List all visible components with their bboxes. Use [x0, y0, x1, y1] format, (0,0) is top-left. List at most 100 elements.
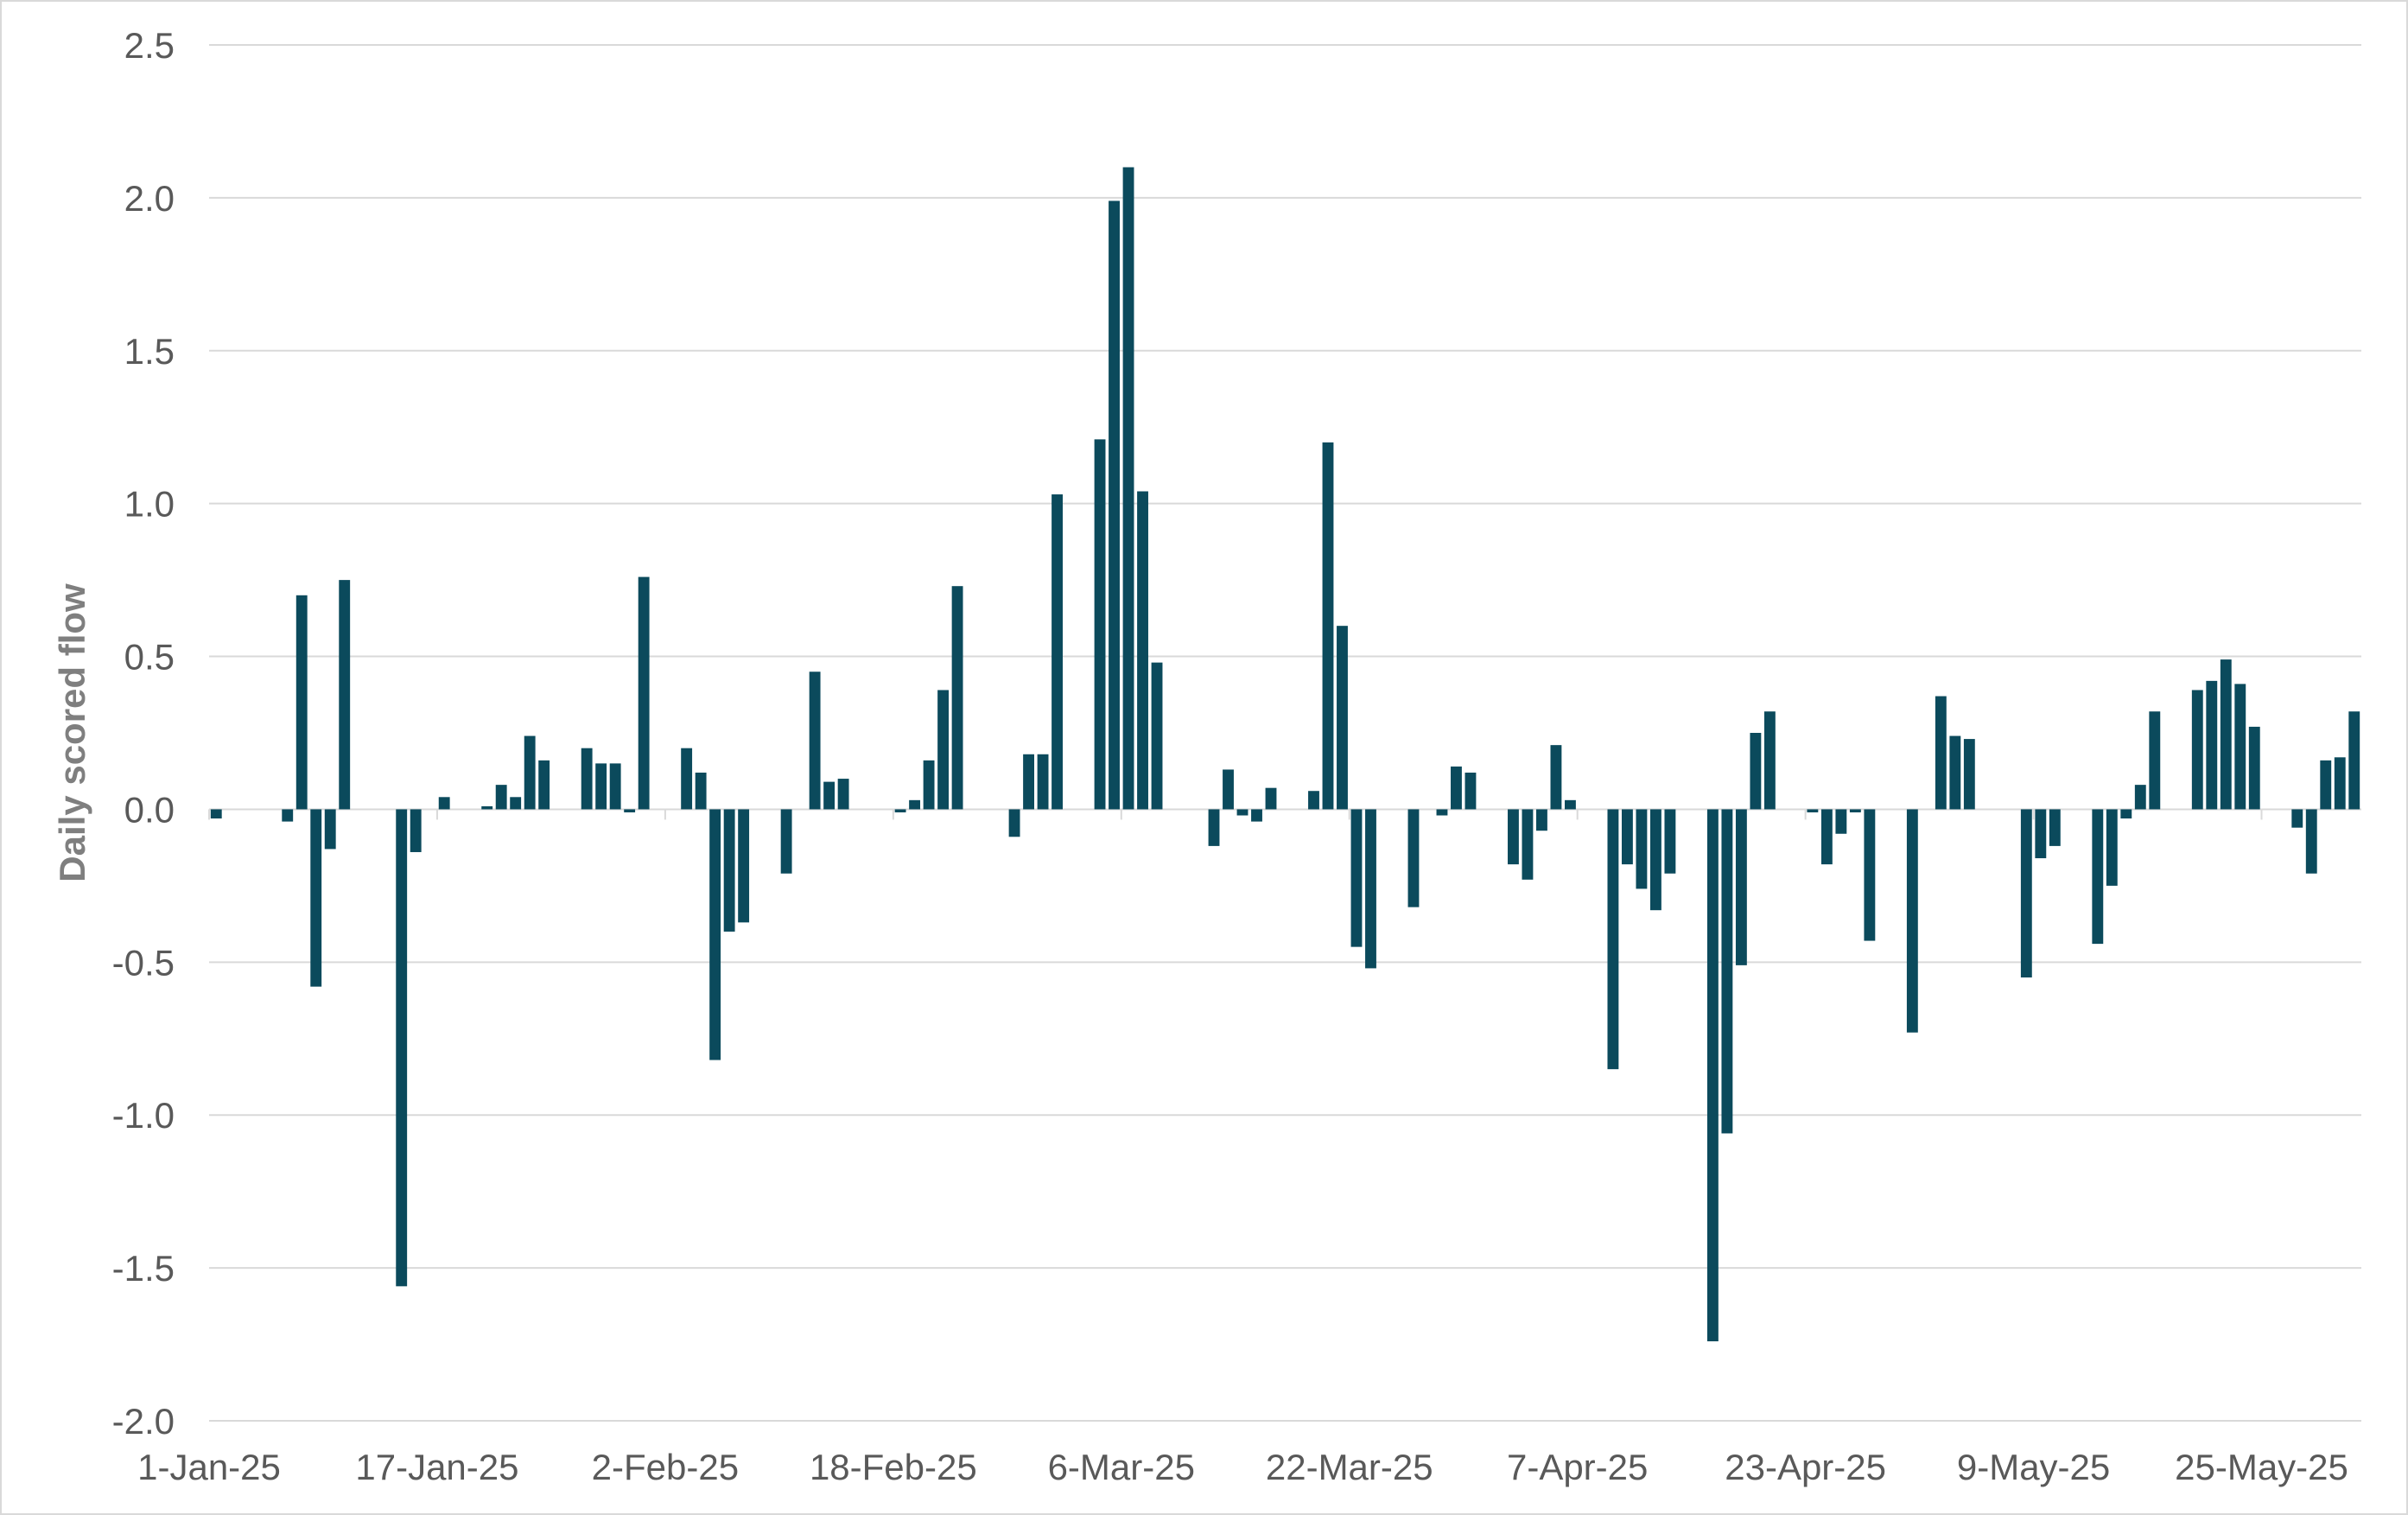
x-tick-label: 2-Feb-25 — [592, 1447, 739, 1487]
bar-series — [210, 167, 2360, 1342]
bar-2025-02-07 — [738, 809, 750, 923]
y-tick-label: 2.5 — [124, 25, 175, 66]
bar-2025-03-20 — [1322, 442, 1334, 810]
bar-2025-04-04 — [1536, 809, 1547, 831]
bar-2025-01-10 — [339, 580, 351, 810]
bar-2025-01-24 — [538, 760, 550, 810]
bar-2025-01-15 — [410, 809, 422, 852]
bar-2025-02-22 — [951, 586, 963, 810]
bar-2025-03-28 — [1436, 809, 1448, 816]
bar-2025-02-18 — [894, 809, 906, 812]
bar-2025-05-28 — [2305, 809, 2317, 874]
x-tick-label: 9-May-25 — [1957, 1447, 2110, 1487]
bar-2025-05-29 — [2320, 760, 2332, 810]
bar-2025-03-19 — [1308, 791, 1319, 810]
x-tick-label: 6-Mar-25 — [1048, 1447, 1195, 1487]
bar-2025-02-21 — [937, 690, 950, 810]
x-tick-label: 17-Jan-25 — [355, 1447, 518, 1487]
bar-2025-04-11 — [1636, 809, 1648, 889]
bar-2025-04-12 — [1649, 809, 1661, 911]
bar-2025-05-17 — [2149, 711, 2161, 810]
bar-2025-05-09 — [2035, 809, 2047, 859]
bar-2025-03-13 — [1223, 769, 1234, 810]
bar-2025-02-26 — [1008, 809, 1020, 837]
x-tick-label: 23-Apr-25 — [1725, 1447, 1886, 1487]
bar-2025-02-28 — [1037, 754, 1049, 810]
x-tick-label: 7-Apr-25 — [1507, 1447, 1648, 1487]
bar-2025-03-29 — [1451, 766, 1462, 810]
bar-2025-05-04 — [1963, 739, 1975, 810]
bar-2025-05-14 — [2106, 809, 2118, 886]
y-tick-label: 0.0 — [124, 789, 175, 830]
y-tick-label: 2.0 — [124, 178, 175, 219]
bar-2025-05-16 — [2134, 785, 2146, 810]
bar-2025-02-04 — [695, 772, 707, 810]
x-tick-label: 18-Feb-25 — [810, 1447, 977, 1487]
bar-2025-03-16 — [1265, 787, 1277, 810]
bar-2025-01-01 — [210, 809, 222, 819]
bar-2025-05-20 — [2191, 690, 2203, 810]
bar-2025-03-30 — [1464, 772, 1477, 810]
bar-2025-04-24 — [1820, 809, 1833, 865]
bar-2025-03-05 — [1109, 201, 1120, 810]
bar-2025-02-05 — [709, 809, 721, 1060]
bar-2025-02-20 — [923, 760, 935, 810]
bar-2025-05-08 — [2020, 809, 2032, 978]
bar-2025-03-14 — [1236, 809, 1248, 816]
bar-2025-05-31 — [2348, 711, 2360, 810]
bar-2025-01-23 — [524, 735, 536, 810]
bar-2025-04-02 — [1508, 809, 1519, 865]
bar-2025-02-19 — [909, 799, 921, 810]
y-tick-label: 1.0 — [124, 484, 175, 525]
bar-2025-01-17 — [438, 797, 450, 810]
bar-2025-04-10 — [1621, 809, 1633, 865]
bar-2025-04-18 — [1735, 809, 1747, 965]
bar-2025-04-23 — [1807, 809, 1819, 812]
bar-2025-05-23 — [2234, 684, 2246, 810]
bar-2025-05-15 — [2120, 809, 2132, 819]
bar-2025-04-30 — [1906, 809, 1918, 1033]
bar-2025-01-14 — [396, 809, 408, 1287]
bar-2025-01-08 — [310, 809, 322, 987]
x-axis-ticks: 1-Jan-25 17-Jan-25 2-Feb-25 18-Feb-25 6-Mar-… — [137, 1447, 2348, 1487]
bar-2025-05-10 — [2049, 809, 2061, 846]
bar-2025-05-22 — [2220, 659, 2232, 810]
bar-2025-01-22 — [510, 797, 522, 810]
bar-2025-02-06 — [723, 809, 735, 932]
bar-2025-05-24 — [2248, 726, 2260, 810]
bar-2025-03-26 — [1407, 809, 1420, 907]
x-tick-label: 1-Jan-25 — [137, 1447, 281, 1487]
bar-2025-04-13 — [1664, 809, 1676, 874]
bar-2025-02-10 — [780, 809, 792, 874]
y-axis-title: Daily scored flow — [52, 583, 92, 882]
bar-2025-01-30 — [624, 809, 636, 812]
gridlines — [208, 44, 2361, 1422]
y-tick-label: 0.5 — [124, 637, 175, 678]
bar-2025-01-09 — [324, 809, 336, 850]
bar-2025-05-27 — [2291, 809, 2303, 828]
x-tick-label: 25-May-25 — [2175, 1447, 2348, 1487]
x-tick-label: 22-Mar-25 — [1266, 1447, 1433, 1487]
bar-2025-04-06 — [1565, 799, 1576, 810]
bar-2025-01-21 — [495, 785, 507, 810]
bar-2025-05-03 — [1949, 735, 1961, 810]
bar-2025-02-12 — [809, 672, 821, 810]
bar-2025-04-26 — [1849, 809, 1861, 812]
bar-2025-02-03 — [681, 748, 693, 810]
bar-2025-04-27 — [1864, 809, 1876, 941]
bar-2025-01-07 — [295, 595, 308, 810]
y-tick-label: -0.5 — [112, 942, 175, 983]
bar-2025-01-27 — [581, 748, 593, 810]
bar-2025-03-01 — [1052, 494, 1063, 810]
bar-2025-04-20 — [1763, 711, 1776, 810]
bar-2025-03-22 — [1350, 809, 1363, 947]
bar-2025-04-05 — [1550, 745, 1562, 810]
bar-2025-05-30 — [2334, 757, 2346, 810]
bar-2025-04-19 — [1750, 733, 1762, 810]
y-axis-ticks: 2.5 2.0 1.5 1.0 0.5 0.0 -0.5 -1.0 -1.5 -2.0 — [112, 25, 175, 1442]
bar-2025-04-17 — [1721, 809, 1733, 1134]
bar-2025-05-13 — [2092, 809, 2104, 945]
